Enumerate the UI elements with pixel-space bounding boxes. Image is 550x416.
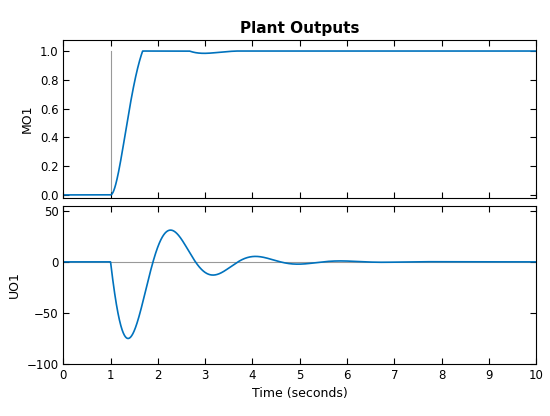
Title: Plant Outputs: Plant Outputs: [240, 20, 360, 36]
Y-axis label: UO1: UO1: [8, 271, 21, 298]
X-axis label: Time (seconds): Time (seconds): [252, 387, 348, 401]
Y-axis label: MO1: MO1: [21, 104, 34, 133]
